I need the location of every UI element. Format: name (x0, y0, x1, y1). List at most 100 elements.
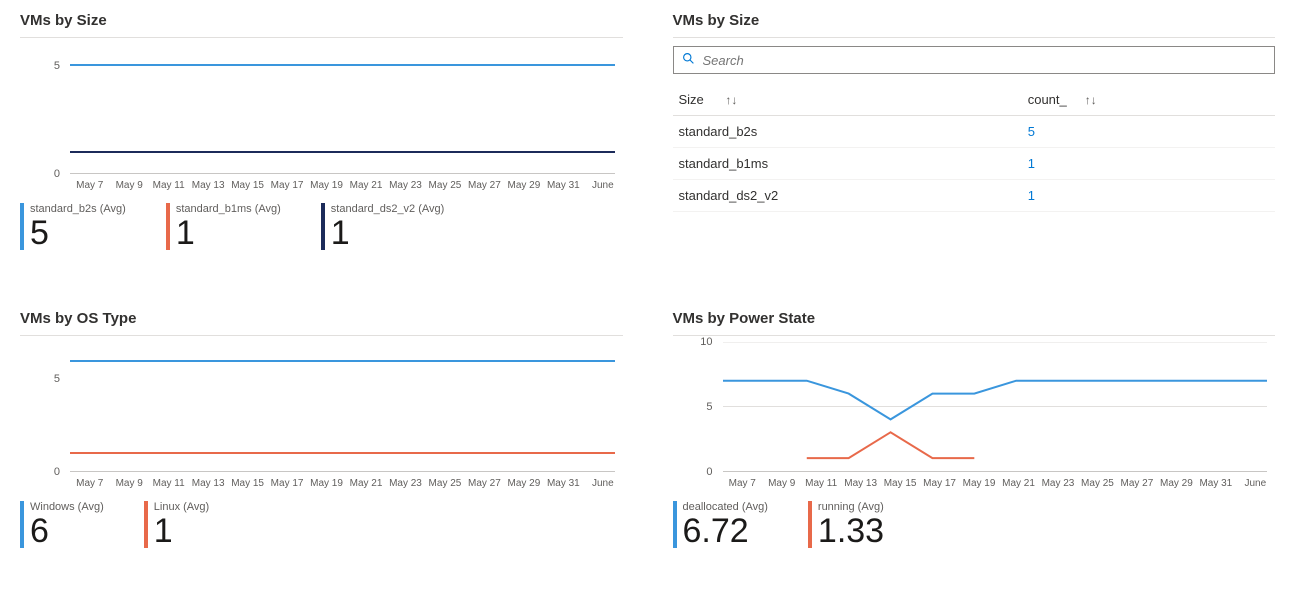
size-table: Size ↑↓ count_ ↑↓ standard_b2s5standard_b… (673, 84, 1276, 212)
panel-vms-by-size-table: VMs by Size Size ↑↓ count_↑↓ standard (673, 12, 1276, 250)
y-tick: 5 (54, 373, 60, 385)
metric: standard_ds2_v2 (Avg)1 (321, 203, 445, 250)
cell-size: standard_b2s (673, 116, 1022, 148)
cell-count[interactable]: 5 (1022, 116, 1275, 148)
x-tick: May 17 (267, 180, 306, 191)
chart-area: 05 (20, 342, 623, 472)
metric-color-bar (321, 203, 325, 250)
x-tick: May 19 (307, 478, 346, 489)
chart-series-line (70, 151, 615, 153)
x-tick: May 7 (70, 478, 109, 489)
x-tick: May 31 (544, 180, 583, 191)
x-tick: May 25 (425, 478, 464, 489)
chart-area: 05 (20, 44, 623, 174)
x-tick: May 27 (465, 180, 504, 191)
sort-arrows-icon[interactable]: ↑↓ (1085, 93, 1097, 107)
search-input[interactable] (701, 52, 1267, 69)
sort-arrows-icon[interactable]: ↑↓ (725, 93, 737, 107)
x-tick: May 15 (880, 478, 919, 489)
x-tick: May 11 (149, 180, 188, 191)
metric: Windows (Avg)6 (20, 501, 104, 548)
x-tick: May 11 (801, 478, 840, 489)
column-header-count[interactable]: count_ ↑↓ (1022, 84, 1275, 116)
x-tick: May 9 (109, 180, 148, 191)
x-tick: May 17 (920, 478, 959, 489)
metric: standard_b2s (Avg)5 (20, 203, 126, 250)
x-tick: May 9 (109, 478, 148, 489)
column-label: Size (679, 92, 704, 107)
metric-value: 1 (331, 216, 445, 250)
metric-color-bar (166, 203, 170, 250)
column-header-size[interactable]: Size ↑↓ (673, 84, 1022, 116)
y-tick: 0 (54, 168, 60, 180)
metric-color-bar (808, 501, 812, 548)
x-tick: May 25 (425, 180, 464, 191)
panel-title: VMs by Power State (673, 310, 1276, 336)
y-tick: 5 (54, 60, 60, 72)
cell-size: standard_ds2_v2 (673, 180, 1022, 212)
x-tick: May 7 (723, 478, 762, 489)
x-tick: June (1236, 478, 1275, 489)
metric: standard_b1ms (Avg)1 (166, 203, 281, 250)
cell-size: standard_b1ms (673, 148, 1022, 180)
x-tick: May 19 (307, 180, 346, 191)
x-tick: May 31 (1196, 478, 1235, 489)
metric-color-bar (144, 501, 148, 548)
panel-title: VMs by Size (20, 12, 623, 38)
panel-title: VMs by OS Type (20, 310, 623, 336)
panel-vms-by-os-type: VMs by OS Type 05 May 7May 9May 11May 13… (20, 310, 623, 548)
panel-title: VMs by Size (673, 12, 1276, 38)
chart-series-line (70, 64, 615, 66)
x-tick: May 13 (841, 478, 880, 489)
x-tick: May 11 (149, 478, 188, 489)
x-tick: May 13 (188, 180, 227, 191)
panel-vms-by-size-chart: VMs by Size 05 May 7May 9May 11May 13May… (20, 12, 623, 250)
x-tick: May 21 (999, 478, 1038, 489)
x-tick: May 23 (1038, 478, 1077, 489)
x-tick: May 29 (1157, 478, 1196, 489)
y-tick: 0 (706, 466, 712, 478)
metric-color-bar (673, 501, 677, 548)
cell-count[interactable]: 1 (1022, 148, 1275, 180)
chart-area: 0510 (673, 342, 1276, 472)
metric-value: 1 (154, 514, 209, 548)
x-tick: May 9 (762, 478, 801, 489)
metric-color-bar (20, 501, 24, 548)
x-tick: May 21 (346, 478, 385, 489)
x-tick: May 7 (70, 180, 109, 191)
x-tick: May 29 (504, 180, 543, 191)
x-tick: May 17 (267, 478, 306, 489)
panel-vms-by-power-state: VMs by Power State 0510 May 7May 9May 11… (673, 310, 1276, 548)
table-row[interactable]: standard_b1ms1 (673, 148, 1276, 180)
x-tick: June (583, 478, 622, 489)
x-tick: May 15 (228, 180, 267, 191)
x-tick: May 31 (544, 478, 583, 489)
metric-value: 5 (30, 216, 126, 250)
chart-series-line (723, 381, 1268, 420)
y-tick: 10 (700, 336, 712, 348)
metric: Linux (Avg)1 (144, 501, 209, 548)
metric: running (Avg)1.33 (808, 501, 884, 548)
chart-series-line (70, 360, 615, 362)
x-tick: May 25 (1078, 478, 1117, 489)
metric-value: 6.72 (683, 514, 768, 548)
metric-value: 1.33 (818, 514, 884, 548)
x-tick: May 21 (346, 180, 385, 191)
metric-value: 6 (30, 514, 104, 548)
x-tick: May 15 (228, 478, 267, 489)
x-tick: May 27 (1117, 478, 1156, 489)
y-tick: 0 (54, 466, 60, 478)
column-label: count_ (1028, 92, 1067, 107)
table-row[interactable]: standard_b2s5 (673, 116, 1276, 148)
table-row[interactable]: standard_ds2_v21 (673, 180, 1276, 212)
metric: deallocated (Avg)6.72 (673, 501, 768, 548)
x-tick: June (583, 180, 622, 191)
x-tick: May 23 (386, 478, 425, 489)
x-tick: May 27 (465, 478, 504, 489)
cell-count[interactable]: 1 (1022, 180, 1275, 212)
chart-series-line (806, 432, 974, 458)
search-box[interactable] (673, 46, 1276, 74)
chart-series-line (70, 452, 615, 454)
metric-value: 1 (176, 216, 281, 250)
x-tick: May 23 (386, 180, 425, 191)
